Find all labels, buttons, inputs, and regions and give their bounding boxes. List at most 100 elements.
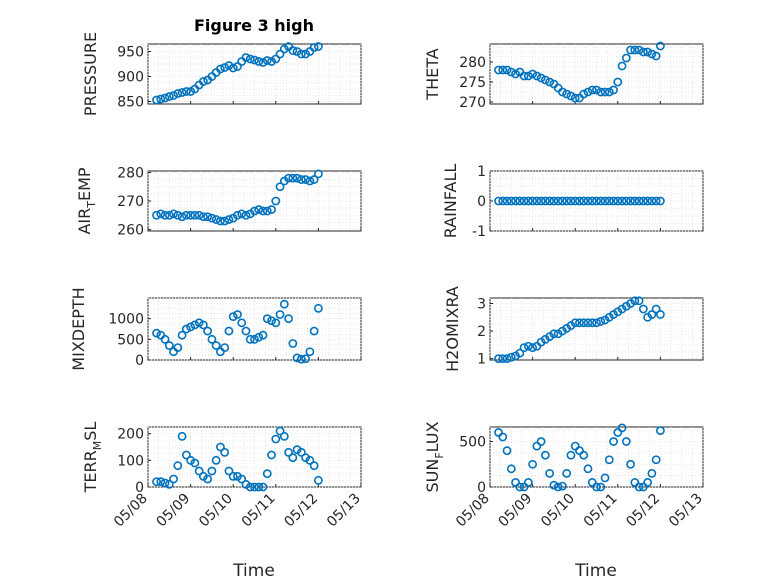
data-point bbox=[160, 334, 170, 344]
y-tick-label: 260 bbox=[117, 223, 144, 239]
data-point bbox=[579, 318, 589, 328]
data-point bbox=[313, 42, 323, 51]
data-point bbox=[494, 196, 503, 206]
data-point bbox=[494, 354, 503, 364]
x-tick-label: 05/11 bbox=[581, 491, 621, 531]
data-point bbox=[562, 468, 572, 478]
data-point bbox=[250, 55, 259, 65]
y-tick-label: 275 bbox=[459, 75, 486, 91]
data-point bbox=[651, 196, 661, 206]
data-point bbox=[596, 87, 606, 97]
data-point bbox=[194, 318, 204, 328]
data-point bbox=[301, 354, 311, 364]
data-point bbox=[224, 326, 234, 336]
data-point bbox=[190, 320, 200, 330]
data-point bbox=[262, 469, 272, 479]
data-point bbox=[250, 334, 259, 344]
data-point bbox=[254, 482, 264, 492]
data-point bbox=[570, 93, 580, 103]
data-point bbox=[271, 434, 281, 444]
data-point bbox=[528, 459, 537, 469]
y-axis-label-theta: THETA bbox=[423, 48, 442, 100]
data-point bbox=[536, 196, 546, 206]
x-tick-label: 05/12 bbox=[623, 491, 663, 531]
data-point bbox=[600, 473, 610, 483]
data-point bbox=[203, 212, 213, 222]
y-tick-label: 1 bbox=[477, 352, 486, 368]
data-point bbox=[288, 339, 298, 348]
data-point bbox=[233, 310, 242, 319]
data-point bbox=[643, 196, 653, 206]
data-point bbox=[271, 318, 281, 328]
data-point bbox=[152, 328, 161, 338]
y-tick-label: 280 bbox=[117, 165, 144, 181]
data-point bbox=[152, 210, 161, 220]
data-point bbox=[604, 455, 614, 465]
data-point bbox=[613, 77, 623, 87]
x-axis-label-left: Time bbox=[232, 561, 275, 581]
data-point bbox=[558, 481, 567, 491]
data-point bbox=[545, 77, 555, 87]
data-point bbox=[570, 318, 580, 328]
data-point bbox=[630, 45, 640, 55]
data-point bbox=[506, 464, 516, 474]
data-point bbox=[245, 482, 255, 492]
data-point bbox=[575, 196, 584, 206]
data-point bbox=[258, 58, 268, 67]
panel-rainfall: RAINFALL -1 0 1 bbox=[441, 164, 704, 240]
y-tick-label: 0 bbox=[135, 353, 144, 369]
data-point bbox=[545, 196, 555, 206]
data-point bbox=[587, 85, 597, 95]
y-tick-label: 500 bbox=[459, 435, 486, 451]
data-point bbox=[647, 310, 657, 319]
data-point bbox=[216, 64, 225, 74]
data-point bbox=[502, 354, 512, 364]
data-point bbox=[515, 196, 525, 206]
data-point bbox=[638, 47, 648, 57]
data-point bbox=[177, 212, 187, 222]
x-tick-label: 05/08 bbox=[111, 491, 151, 531]
x-tick-label: 05/11 bbox=[239, 491, 279, 531]
data-point bbox=[241, 326, 251, 336]
data-point bbox=[207, 213, 217, 223]
y-axis-label-pressure: PRESSURE bbox=[81, 32, 100, 116]
y-tick-label: 1000 bbox=[108, 312, 144, 328]
data-point bbox=[220, 63, 230, 72]
data-point bbox=[267, 316, 276, 326]
data-point bbox=[164, 92, 174, 101]
data-point bbox=[494, 65, 503, 75]
data-point bbox=[220, 447, 230, 457]
y-axis-label-sun-flux: SUNFLUX bbox=[423, 421, 446, 492]
data-point bbox=[237, 474, 247, 484]
y-tick-label: 100 bbox=[117, 453, 144, 469]
data-point bbox=[540, 450, 550, 460]
data-point bbox=[203, 474, 213, 484]
data-point bbox=[254, 332, 264, 342]
data-point bbox=[498, 432, 508, 442]
data-point bbox=[169, 91, 178, 100]
data-point bbox=[536, 437, 546, 446]
data-point bbox=[271, 196, 281, 206]
data-point bbox=[553, 196, 563, 206]
data-point bbox=[583, 318, 593, 328]
data-point bbox=[621, 196, 631, 206]
data-point bbox=[288, 453, 298, 463]
data-point bbox=[309, 43, 319, 52]
y-tick-label: 3 bbox=[477, 297, 486, 313]
data-point bbox=[621, 53, 631, 63]
data-point bbox=[647, 196, 657, 206]
data-point bbox=[647, 468, 657, 478]
data-point bbox=[617, 61, 627, 71]
data-point bbox=[309, 326, 319, 336]
data-point bbox=[267, 450, 276, 460]
panel-air-temp: AIRTEMP 260 270 280 bbox=[75, 165, 362, 239]
data-point bbox=[296, 175, 306, 184]
data-point bbox=[596, 482, 606, 492]
data-point bbox=[583, 196, 593, 206]
data-point bbox=[275, 310, 285, 319]
data-point bbox=[549, 196, 559, 206]
panel-mixdepth: MIXDEPTH 0 500 1000 bbox=[69, 287, 362, 371]
data-point bbox=[634, 196, 644, 206]
data-point bbox=[169, 209, 178, 219]
y-tick-label: 200 bbox=[117, 427, 144, 443]
